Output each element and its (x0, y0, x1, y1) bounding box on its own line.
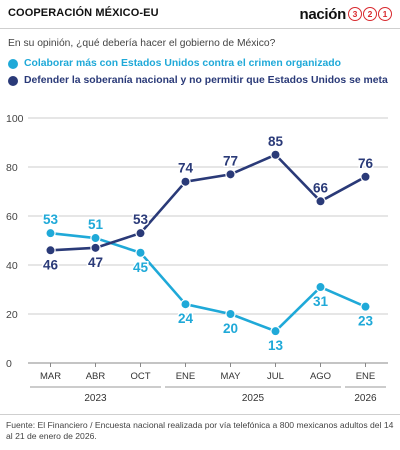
source-note: Fuente: El Financiero / Encuesta naciona… (6, 420, 394, 441)
x-tick-label: AGO (310, 371, 331, 382)
data-label: 31 (313, 294, 329, 309)
data-point (270, 149, 281, 160)
header: COOPERACIÓN MÉXICO-EU nación 3 2 1 (0, 0, 400, 30)
x-tick-label: ENE (356, 371, 376, 382)
x-tick-label: ABR (86, 371, 106, 382)
data-point (90, 242, 101, 254)
y-tick-label: 40 (6, 260, 18, 272)
data-label: 45 (133, 260, 149, 275)
data-label: 13 (268, 338, 284, 353)
data-point (360, 171, 371, 183)
data-label: 20 (223, 321, 238, 336)
data-point (225, 308, 236, 320)
data-label: 85 (268, 134, 284, 149)
legend: Colaborar más con Estados Unidos contra … (8, 55, 398, 89)
header-divider (0, 28, 400, 29)
data-point (90, 232, 101, 244)
legend-label: Defender la soberanía nacional y no perm… (24, 75, 388, 86)
brand-logo: nación 3 2 1 (299, 3, 392, 25)
y-tick-label: 60 (6, 211, 18, 223)
legend-dot-dark-blue (8, 75, 18, 86)
x-tick-label: OCT (130, 371, 150, 382)
data-label: 74 (178, 161, 194, 176)
x-tick-label: MAY (221, 371, 242, 382)
year-label: 2025 (242, 393, 265, 404)
data-point (180, 176, 191, 187)
data-point (135, 227, 146, 239)
series-line (50, 231, 367, 333)
y-tick-label: 100 (6, 113, 24, 125)
data-point (315, 281, 326, 293)
brand-digit: 1 (378, 7, 392, 21)
data-label: 66 (313, 180, 329, 195)
brand-digit: 2 (363, 7, 377, 21)
year-label: 2026 (354, 393, 377, 404)
chart-title: COOPERACIÓN MÉXICO-EU (8, 7, 159, 19)
data-point (45, 245, 56, 256)
brand-text: nación (299, 5, 346, 23)
data-label: 24 (178, 311, 194, 326)
footer-divider (0, 414, 400, 415)
legend-label: Colaborar más con Estados Unidos contra … (24, 58, 341, 69)
data-label: 46 (43, 257, 59, 272)
data-point (270, 325, 281, 337)
survey-question: En su opinión, ¿qué debería hacer el gob… (8, 38, 276, 49)
data-point (45, 227, 56, 239)
legend-dot-light-blue (8, 58, 18, 69)
data-label: 53 (43, 212, 59, 227)
data-point (360, 301, 371, 312)
brand-digit: 3 (348, 7, 362, 21)
y-tick-label: 20 (6, 309, 18, 321)
series-line (50, 153, 367, 252)
data-label: 51 (88, 217, 104, 232)
legend-item-colaborar: Colaborar más con Estados Unidos contra … (8, 55, 398, 72)
brand-digits: 3 2 1 (347, 7, 392, 21)
data-point (180, 298, 191, 310)
data-label: 77 (223, 153, 238, 168)
x-tick-label: MAR (40, 371, 61, 382)
year-label: 2023 (84, 393, 107, 404)
y-tick-label: 0 (6, 358, 12, 370)
data-label: 53 (133, 212, 149, 227)
y-tick-label: 80 (6, 162, 18, 174)
legend-item-defender: Defender la soberanía nacional y no perm… (8, 72, 398, 89)
x-tick-label: JUL (267, 371, 284, 382)
data-point (225, 169, 236, 180)
data-label: 23 (358, 314, 374, 329)
data-label: 76 (358, 156, 374, 171)
data-point (135, 247, 146, 258)
data-label: 47 (88, 255, 103, 270)
data-point (315, 196, 326, 207)
x-tick-label: ENE (176, 371, 196, 382)
